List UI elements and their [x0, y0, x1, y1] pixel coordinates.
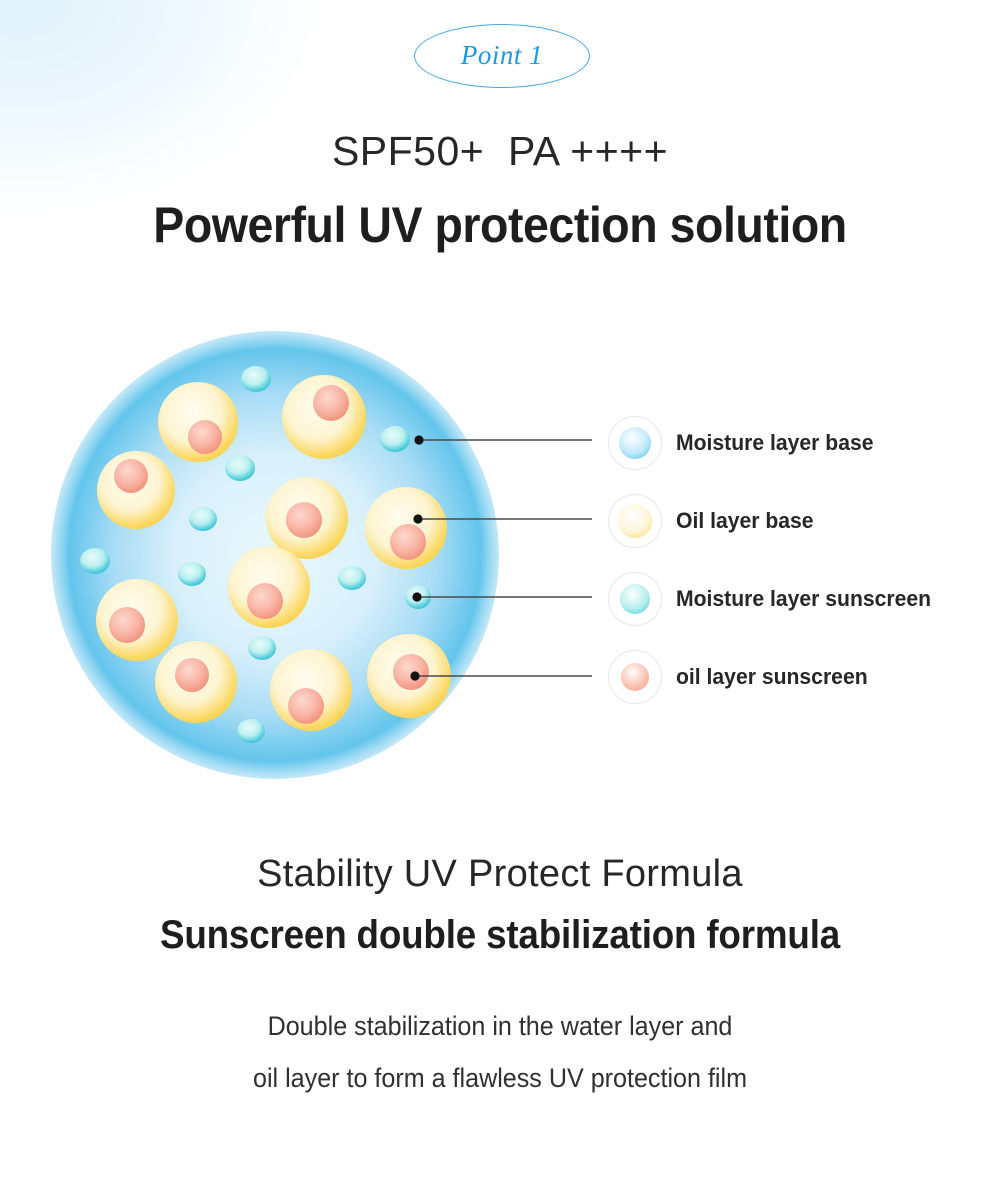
oil-layer-sunscreen-swatch — [608, 650, 662, 704]
oil-layer-sunscreen-core — [109, 607, 145, 643]
point-badge: Point 1 — [414, 24, 590, 88]
oil-layer-sunscreen-core — [390, 524, 426, 560]
oil-layer-sunscreen-core — [393, 654, 429, 690]
moisture-layer-sunscreen-swatch-dot — [620, 584, 650, 614]
legend-label-oil-layer-base: Oil layer base — [676, 508, 814, 533]
moisture-layer-droplet — [225, 455, 255, 481]
page-title: Powerful UV protection solution — [153, 197, 847, 253]
oil-layer-sunscreen-core — [188, 420, 222, 454]
oil-droplets-group — [96, 375, 451, 731]
leader-anchor-dot — [413, 514, 423, 524]
oil-layer-sunscreen-core — [247, 583, 283, 619]
oil-layer-sunscreen-core — [114, 459, 148, 493]
moisture-layer-droplet — [241, 366, 271, 392]
point-badge-label: Point 1 — [460, 39, 544, 70]
oil-layer-sunscreen-core — [313, 385, 349, 421]
legend-label-moisture-layer-sunscreen: Moisture layer sunscreen — [676, 586, 932, 611]
moisture-layer-droplet — [189, 507, 217, 531]
oil-layer-base-swatch — [608, 494, 662, 548]
moisture-layer-base-swatch — [608, 416, 662, 470]
moisture-layer-droplet — [248, 636, 276, 660]
oil-layer-sunscreen-core — [175, 658, 209, 692]
oil-layer-sunscreen-core — [286, 502, 322, 538]
formula-subheading-bold: Sunscreen double stabilization formula — [159, 913, 841, 957]
body-copy-line-2: oil layer to form a flawless UV protecti… — [252, 1063, 748, 1093]
moisture-layer-droplet — [237, 719, 265, 743]
emulsion-diagram-svg — [51, 331, 592, 779]
leader-anchor-dot — [414, 435, 424, 445]
oil-layer-sunscreen-swatch-dot — [621, 663, 649, 691]
moisture-layer-droplet — [380, 426, 410, 452]
moisture-layer-droplet — [80, 548, 110, 574]
body-copy-line-1: Double stabilization in the water layer … — [267, 1011, 733, 1041]
legend-item-oil-layer-sunscreen[interactable]: oil layer sunscreen — [608, 648, 880, 706]
spf-rating-heading: SPF50+ PA ++++ — [331, 128, 669, 174]
oil-layer-sunscreen-core — [288, 688, 324, 724]
legend-item-oil-layer-base[interactable]: Oil layer base — [608, 492, 822, 550]
moisture-layer-droplet — [338, 566, 366, 590]
legend-label-moisture-layer-base: Moisture layer base — [676, 430, 874, 455]
legend-label-oil-layer-sunscreen: oil layer sunscreen — [676, 664, 868, 689]
moisture-layer-droplet — [178, 562, 206, 586]
body-copy: Double stabilization in the water layer … — [35, 1000, 965, 1104]
leader-anchor-dot — [410, 671, 420, 681]
moisture-layer-sunscreen-swatch — [608, 572, 662, 626]
leader-lines-group — [410, 435, 592, 681]
leader-anchor-dot — [412, 592, 422, 602]
moisture-layer-base-swatch-dot — [619, 427, 651, 459]
legend-item-moisture-layer-base[interactable]: Moisture layer base — [608, 414, 886, 472]
emulsion-diagram — [0, 320, 1000, 800]
legend-item-moisture-layer-sunscreen[interactable]: Moisture layer sunscreen — [608, 570, 947, 628]
oil-layer-base-swatch-dot — [618, 504, 652, 538]
formula-subheading: Stability UV Protect Formula — [257, 853, 743, 895]
